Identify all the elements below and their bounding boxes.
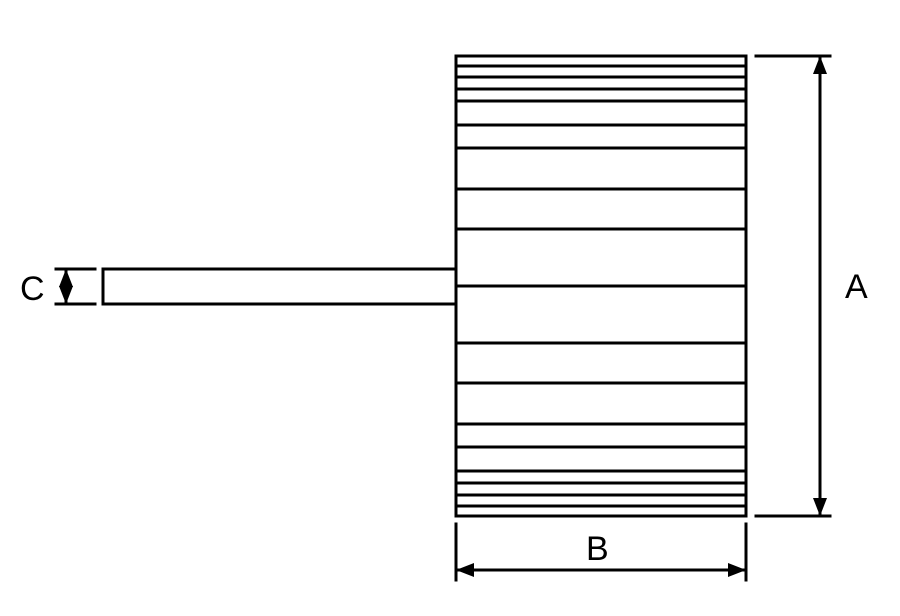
- dim-b-label: B: [586, 530, 609, 568]
- dim-c-arrow-bottom: [59, 286, 73, 304]
- dim-a-label: A: [845, 268, 868, 306]
- dim-b-arrow-left: [456, 563, 474, 577]
- dim-a-arrow-top: [813, 56, 827, 74]
- dim-b-arrow-right: [728, 563, 746, 577]
- dim-c-label: C: [20, 270, 45, 308]
- shaft: [103, 269, 456, 304]
- dim-a-arrow-bottom: [813, 498, 827, 516]
- dim-c-arrow-top: [59, 269, 73, 287]
